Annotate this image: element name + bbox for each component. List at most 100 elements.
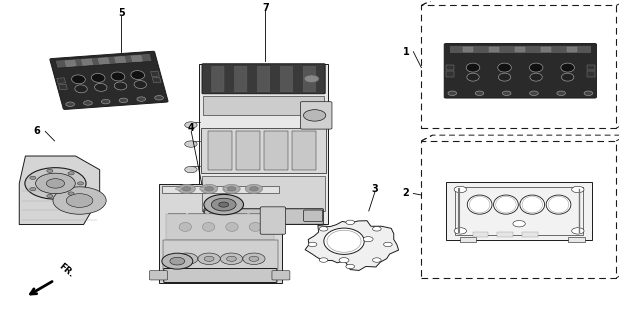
- Bar: [472, 233, 488, 237]
- FancyBboxPatch shape: [164, 268, 277, 283]
- FancyBboxPatch shape: [168, 213, 186, 228]
- Circle shape: [182, 187, 191, 191]
- Circle shape: [304, 110, 326, 121]
- Circle shape: [78, 182, 84, 185]
- Circle shape: [219, 202, 229, 207]
- FancyBboxPatch shape: [445, 44, 596, 98]
- Circle shape: [308, 242, 317, 247]
- Circle shape: [46, 195, 53, 197]
- Ellipse shape: [72, 75, 86, 84]
- Bar: [151, 71, 159, 76]
- Circle shape: [557, 91, 565, 95]
- Circle shape: [66, 194, 93, 207]
- Text: FR.: FR.: [56, 261, 75, 279]
- FancyBboxPatch shape: [303, 66, 316, 92]
- Circle shape: [53, 187, 106, 214]
- FancyBboxPatch shape: [201, 128, 326, 173]
- Circle shape: [319, 227, 328, 231]
- Ellipse shape: [324, 228, 364, 254]
- Circle shape: [513, 220, 525, 227]
- Circle shape: [373, 227, 381, 231]
- Ellipse shape: [467, 73, 479, 81]
- Circle shape: [475, 91, 484, 95]
- Circle shape: [68, 172, 74, 175]
- Bar: [422, 141, 616, 278]
- Bar: [422, 5, 616, 128]
- Bar: [202, 176, 325, 211]
- Circle shape: [84, 101, 92, 105]
- Bar: [587, 71, 595, 76]
- Ellipse shape: [226, 222, 238, 231]
- FancyBboxPatch shape: [272, 271, 290, 280]
- Ellipse shape: [203, 222, 215, 231]
- FancyBboxPatch shape: [250, 213, 268, 228]
- Bar: [541, 47, 551, 52]
- Text: 1: 1: [402, 47, 409, 57]
- Bar: [203, 96, 324, 116]
- Bar: [264, 131, 288, 170]
- Ellipse shape: [546, 195, 571, 214]
- Text: 3: 3: [371, 184, 378, 194]
- Circle shape: [204, 195, 244, 215]
- Circle shape: [373, 258, 381, 262]
- FancyBboxPatch shape: [304, 210, 322, 221]
- Circle shape: [249, 256, 259, 261]
- FancyBboxPatch shape: [459, 237, 476, 242]
- Bar: [522, 233, 538, 237]
- Bar: [58, 84, 68, 90]
- Circle shape: [319, 258, 328, 262]
- Circle shape: [178, 184, 195, 193]
- Ellipse shape: [561, 63, 575, 72]
- Ellipse shape: [175, 188, 182, 190]
- Circle shape: [304, 75, 319, 83]
- Bar: [489, 47, 499, 52]
- Ellipse shape: [562, 73, 574, 81]
- Circle shape: [102, 100, 110, 104]
- Ellipse shape: [494, 195, 518, 214]
- FancyBboxPatch shape: [50, 51, 168, 109]
- Bar: [236, 131, 260, 170]
- Ellipse shape: [327, 230, 361, 252]
- Circle shape: [66, 102, 74, 107]
- Circle shape: [46, 169, 53, 172]
- Polygon shape: [305, 221, 399, 270]
- Text: 7: 7: [262, 3, 269, 13]
- Circle shape: [346, 264, 355, 269]
- Circle shape: [204, 256, 214, 261]
- Ellipse shape: [496, 196, 516, 213]
- Bar: [208, 131, 232, 170]
- Ellipse shape: [529, 63, 543, 72]
- Ellipse shape: [111, 72, 125, 81]
- Circle shape: [572, 228, 584, 234]
- Ellipse shape: [114, 82, 126, 90]
- FancyBboxPatch shape: [202, 64, 325, 94]
- Bar: [163, 240, 278, 269]
- Ellipse shape: [520, 195, 544, 214]
- Bar: [497, 233, 513, 237]
- Circle shape: [185, 166, 197, 173]
- Circle shape: [68, 192, 74, 195]
- Circle shape: [175, 253, 198, 265]
- Circle shape: [185, 141, 197, 147]
- FancyBboxPatch shape: [209, 213, 227, 228]
- Ellipse shape: [522, 196, 542, 213]
- Circle shape: [154, 96, 163, 100]
- Circle shape: [246, 184, 263, 193]
- Circle shape: [30, 188, 36, 191]
- FancyBboxPatch shape: [280, 66, 293, 92]
- Circle shape: [185, 122, 197, 128]
- Bar: [166, 214, 275, 240]
- Circle shape: [205, 187, 213, 191]
- Ellipse shape: [224, 188, 230, 190]
- Bar: [57, 78, 66, 84]
- Bar: [291, 131, 316, 170]
- Circle shape: [162, 253, 193, 269]
- Circle shape: [30, 176, 36, 180]
- Bar: [55, 53, 152, 68]
- Bar: [162, 186, 279, 193]
- Bar: [65, 60, 76, 67]
- Circle shape: [220, 253, 242, 265]
- FancyBboxPatch shape: [301, 102, 332, 129]
- Ellipse shape: [469, 196, 490, 213]
- Bar: [446, 71, 453, 76]
